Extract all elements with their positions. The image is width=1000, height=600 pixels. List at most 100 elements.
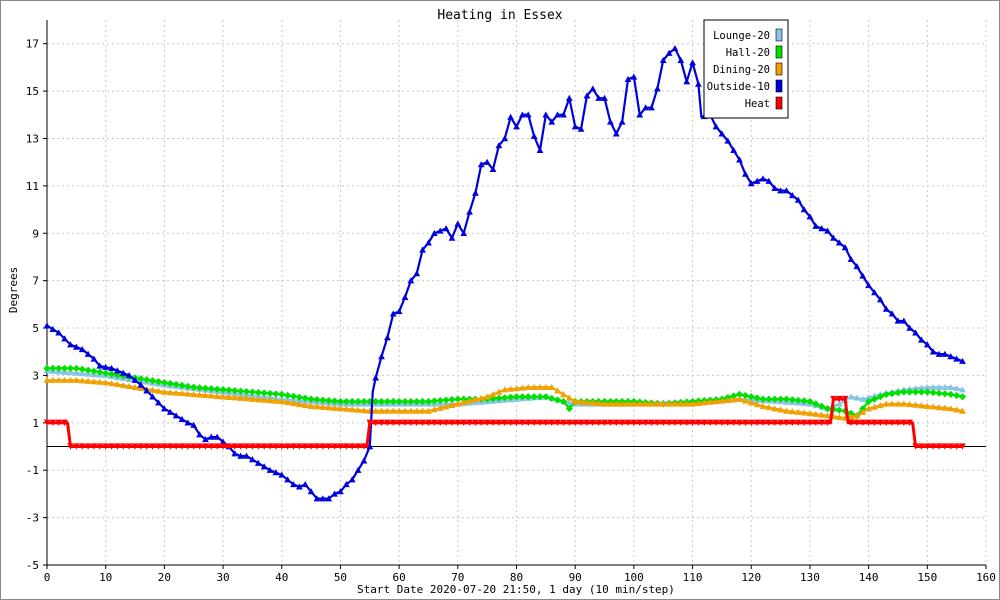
data-point bbox=[959, 407, 966, 414]
data-point bbox=[61, 364, 69, 372]
data-point bbox=[389, 310, 397, 317]
data-point bbox=[518, 393, 526, 401]
data-point bbox=[695, 419, 702, 427]
data-point bbox=[918, 443, 925, 450]
data-point bbox=[389, 397, 397, 406]
data-point bbox=[84, 377, 92, 384]
data-point bbox=[166, 379, 174, 388]
data-point bbox=[571, 419, 579, 427]
data-point bbox=[818, 402, 826, 410]
data-point bbox=[812, 410, 820, 417]
data-point bbox=[196, 391, 203, 398]
data-point bbox=[225, 393, 233, 400]
data-point bbox=[284, 476, 292, 483]
data-point bbox=[78, 370, 86, 377]
data-point bbox=[524, 383, 532, 391]
data-point bbox=[202, 443, 209, 450]
data-point bbox=[395, 407, 403, 414]
data-point bbox=[313, 443, 321, 450]
data-point bbox=[865, 394, 873, 401]
data-point bbox=[836, 395, 843, 403]
data-point bbox=[137, 384, 145, 391]
data-point bbox=[918, 402, 925, 409]
data-point bbox=[419, 246, 426, 253]
data-point bbox=[595, 419, 602, 427]
data-point bbox=[78, 345, 86, 353]
series-line-outside-10 bbox=[46, 47, 963, 500]
data-point bbox=[759, 175, 767, 182]
data-point bbox=[906, 324, 914, 331]
data-point bbox=[876, 296, 884, 303]
data-point bbox=[202, 391, 209, 399]
data-point bbox=[870, 395, 879, 403]
data-point bbox=[648, 419, 655, 427]
data-point bbox=[853, 412, 861, 419]
data-point bbox=[278, 443, 285, 450]
data-point bbox=[419, 407, 426, 414]
data-point bbox=[372, 397, 380, 406]
data-point bbox=[777, 187, 784, 194]
data-point bbox=[254, 396, 262, 403]
data-point bbox=[219, 393, 227, 400]
data-point bbox=[595, 94, 603, 101]
data-point bbox=[659, 56, 667, 64]
data-point bbox=[266, 397, 274, 404]
data-point bbox=[788, 408, 796, 415]
data-point bbox=[143, 376, 151, 384]
data-point bbox=[771, 405, 779, 412]
data-point bbox=[900, 388, 908, 396]
data-point bbox=[765, 419, 773, 427]
data-point bbox=[671, 419, 679, 427]
data-point bbox=[237, 394, 245, 401]
y-axis-label: Degrees bbox=[7, 267, 20, 313]
data-point bbox=[102, 369, 110, 377]
data-point bbox=[894, 400, 902, 407]
data-point bbox=[800, 206, 808, 213]
data-point bbox=[513, 123, 520, 130]
data-point bbox=[548, 394, 556, 402]
data-point bbox=[155, 443, 162, 450]
x-tick-label: 90 bbox=[569, 571, 582, 584]
data-point bbox=[390, 419, 397, 427]
data-point bbox=[249, 395, 256, 402]
data-point bbox=[478, 419, 485, 427]
data-point bbox=[923, 388, 931, 396]
data-point bbox=[660, 419, 667, 427]
data-point bbox=[565, 394, 573, 401]
chart-title: Heating in Essex bbox=[437, 8, 562, 23]
x-tick-label: 140 bbox=[859, 571, 879, 584]
data-point bbox=[454, 395, 462, 403]
data-point bbox=[260, 393, 268, 400]
data-point bbox=[800, 397, 808, 405]
data-point bbox=[554, 387, 561, 394]
legend-swatch bbox=[775, 28, 783, 42]
data-point bbox=[296, 443, 303, 450]
data-point bbox=[565, 405, 573, 413]
data-point bbox=[383, 334, 391, 341]
data-point bbox=[325, 396, 333, 405]
data-point bbox=[166, 408, 174, 415]
data-point bbox=[959, 443, 966, 450]
data-point bbox=[254, 459, 262, 466]
data-point bbox=[61, 335, 69, 342]
y-tick-label: 9 bbox=[32, 227, 39, 240]
y-tick-label: -1 bbox=[26, 464, 39, 477]
data-point bbox=[395, 397, 403, 406]
data-point bbox=[67, 376, 74, 383]
data-point bbox=[184, 443, 192, 450]
data-point bbox=[78, 365, 86, 373]
data-point bbox=[612, 130, 620, 137]
data-point bbox=[795, 419, 802, 427]
data-point bbox=[348, 406, 356, 413]
data-point bbox=[583, 419, 591, 427]
data-point bbox=[706, 419, 714, 427]
data-point bbox=[618, 419, 626, 427]
data-point bbox=[331, 443, 338, 450]
data-point bbox=[518, 111, 526, 118]
data-point bbox=[278, 471, 286, 478]
data-point bbox=[882, 390, 890, 398]
data-point bbox=[783, 407, 790, 414]
data-point bbox=[841, 395, 849, 403]
data-point bbox=[947, 390, 955, 398]
data-point bbox=[102, 363, 110, 370]
